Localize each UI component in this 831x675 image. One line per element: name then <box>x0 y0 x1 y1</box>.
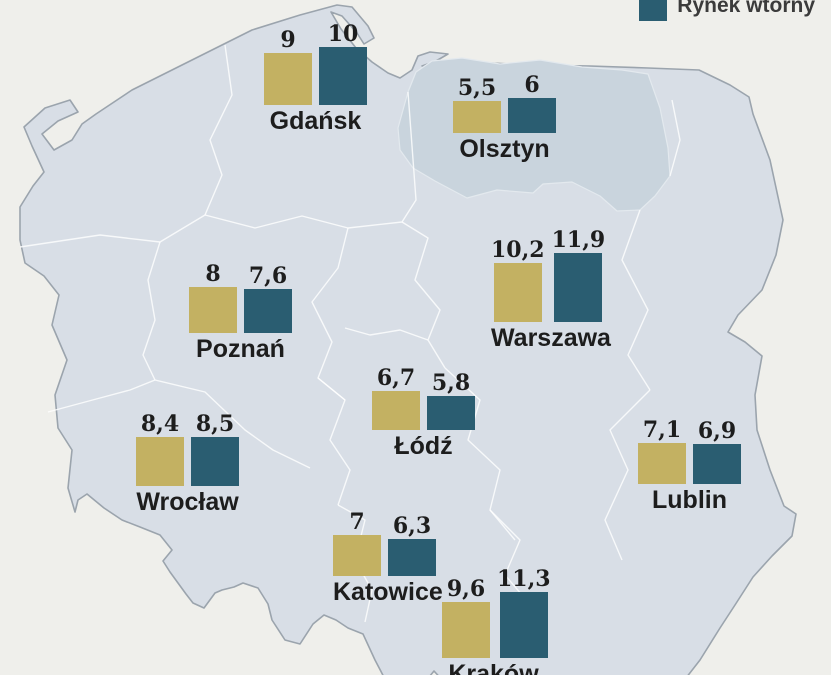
bar-pair: 10,2 11,9 <box>491 222 605 322</box>
bar-column: 6,3 <box>388 515 436 576</box>
bar-primary-market <box>136 437 184 486</box>
legend: Rynek wtórny <box>639 0 815 21</box>
bar-column: 8,5 <box>191 413 239 486</box>
bar-value-label: 11,3 <box>497 566 551 593</box>
bar-value-label: 5,8 <box>431 370 471 397</box>
bar-primary-market <box>638 442 686 484</box>
bar-secondary-market <box>191 436 239 486</box>
bar-pair: 9,6 11,3 <box>442 558 551 658</box>
bar-pair: 7 6,3 <box>333 476 436 576</box>
bar-secondary-market <box>499 592 548 658</box>
bar-secondary-market <box>427 396 475 430</box>
city-group-lodz: 6,7 5,8 Łódź <box>372 330 475 459</box>
olsztyn-region-highlight <box>397 57 671 212</box>
bar-value-label: 6,9 <box>697 417 737 444</box>
city-label: Wrocław <box>136 488 239 516</box>
bar-value-label: 6,3 <box>392 513 432 540</box>
bar-value-label: 10 <box>327 21 359 47</box>
bar-pair: 8,4 8,5 <box>136 386 239 486</box>
bar-column: 7 <box>333 511 381 576</box>
bar-value-label: 7,6 <box>248 262 288 289</box>
city-group-warszawa: 10,2 11,9 Warszawa <box>491 222 611 352</box>
city-label: Łódź <box>394 432 453 460</box>
bar-secondary-market <box>508 98 556 133</box>
city-label: Kraków <box>448 660 539 675</box>
city-group-katowice: 7 6,3 Katowice <box>333 476 443 606</box>
bar-secondary-market <box>554 252 603 322</box>
city-label: Poznań <box>196 335 285 363</box>
bar-column: 5,5 <box>453 77 501 133</box>
bar-pair: 6,7 5,8 <box>372 330 475 430</box>
bar-secondary-market <box>388 539 436 576</box>
bar-secondary-market <box>244 288 292 333</box>
bar-secondary-market <box>693 443 741 484</box>
bar-value-label: 6,7 <box>376 365 416 392</box>
bar-column: 9,6 <box>442 578 490 658</box>
bar-value-label: 5,5 <box>457 75 497 102</box>
bar-value-label: 8 <box>205 260 221 287</box>
bar-column: 8 <box>189 263 237 333</box>
city-label: Warszawa <box>491 324 611 352</box>
bar-value-label: 11,9 <box>551 226 606 253</box>
city-group-poznan: 8 7,6 Poznań <box>189 233 292 362</box>
city-label: Lublin <box>652 486 727 514</box>
bar-column: 10 <box>319 23 367 105</box>
city-label: Katowice <box>333 578 443 606</box>
city-group-lublin: 7,1 6,9 Lublin <box>638 384 741 513</box>
city-label: Olsztyn <box>459 135 550 163</box>
bar-primary-market <box>493 262 542 322</box>
bar-value-label: 8,5 <box>195 410 235 437</box>
bar-primary-market <box>453 101 501 133</box>
bar-primary-market <box>333 535 381 576</box>
bar-value-label: 8,4 <box>140 411 180 438</box>
bar-secondary-market <box>319 47 367 105</box>
bar-column: 7,1 <box>638 419 686 484</box>
bar-primary-market <box>372 391 420 430</box>
voivodeship-borders <box>19 44 681 623</box>
bar-column: 6,7 <box>372 367 420 430</box>
bar-column: 9 <box>264 29 312 105</box>
bar-value-label: 7 <box>349 509 365 536</box>
bar-value-label: 7,1 <box>642 416 682 443</box>
bar-pair: 5,5 6 <box>453 33 556 133</box>
bar-pair: 7,1 6,9 <box>638 384 741 484</box>
bar-column: 11,3 <box>497 568 551 658</box>
bar-pair: 9 10 <box>264 5 367 105</box>
bar-primary-market <box>442 602 490 658</box>
bar-pair: 8 7,6 <box>189 233 292 333</box>
legend-swatch-secondary-market <box>639 0 668 21</box>
city-group-wroclaw: 8,4 8,5 Wrocław <box>136 386 239 515</box>
bar-column: 7,6 <box>244 265 292 333</box>
bar-value-label: 6 <box>524 72 540 99</box>
bar-primary-market <box>264 52 312 105</box>
city-group-krakow: 9,6 11,3 Kraków <box>442 558 551 675</box>
bar-value-label: 9 <box>280 26 296 53</box>
city-label: Gdańsk <box>269 107 362 135</box>
city-group-olsztyn: 5,5 6 Olsztyn <box>453 33 556 162</box>
bar-column: 10,2 <box>491 239 545 322</box>
bar-column: 8,4 <box>136 413 184 486</box>
bar-primary-market <box>189 286 237 333</box>
legend-label-secondary-market: Rynek wtórny <box>677 0 815 17</box>
bar-column: 6 <box>508 74 556 133</box>
bar-value-label: 9,6 <box>446 576 486 603</box>
bar-value-label: 10,2 <box>491 236 545 263</box>
bar-column: 6,9 <box>693 420 741 484</box>
bar-column: 11,9 <box>551 226 606 322</box>
city-group-gdansk: 9 10 Gdańsk <box>264 5 367 134</box>
bar-column: 5,8 <box>427 372 475 430</box>
